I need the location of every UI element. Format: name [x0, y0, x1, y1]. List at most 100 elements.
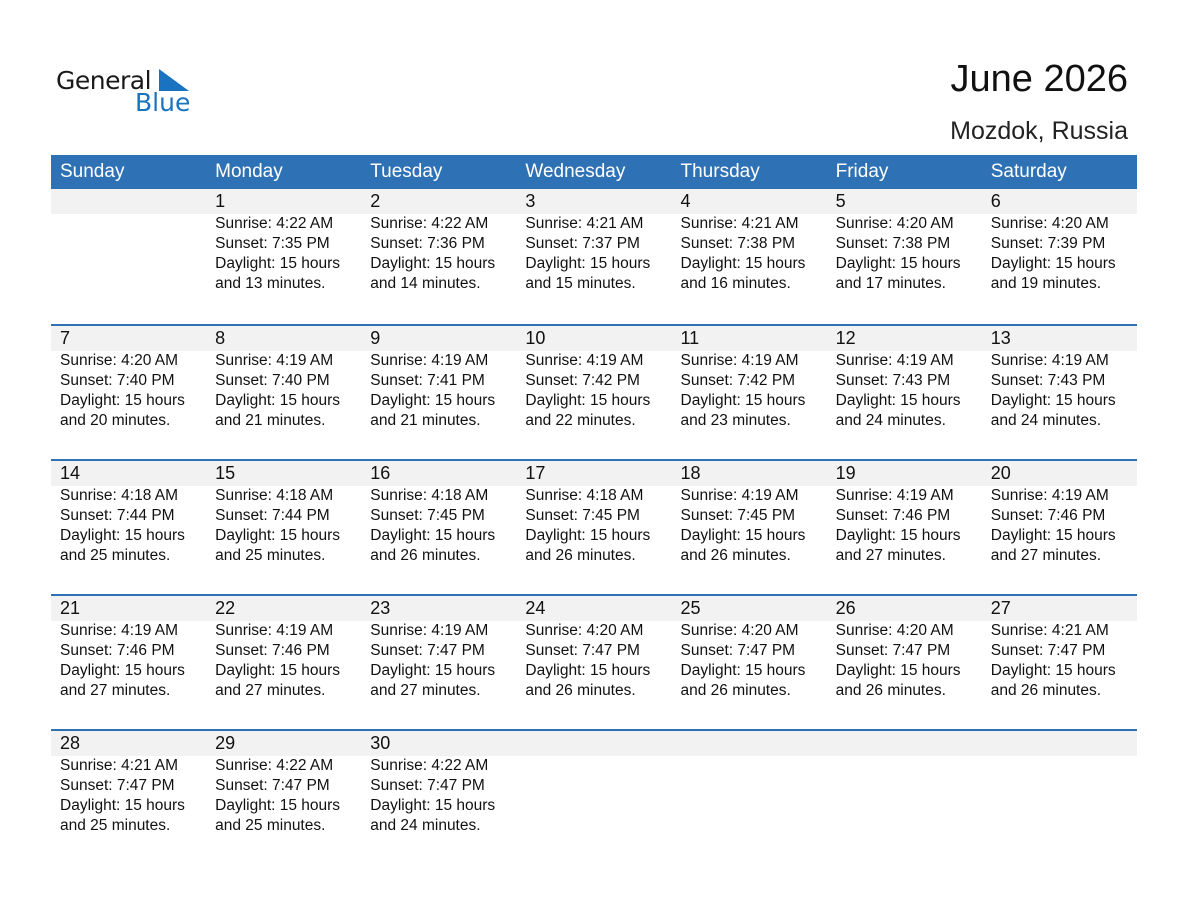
- sunset-text: Sunset: 7:35 PM: [215, 235, 330, 252]
- daylight-text: Daylight: 15 hours: [835, 392, 961, 409]
- weekday-saturday: Saturday: [990, 161, 1067, 182]
- daylight-text: Daylight: 15 hours: [215, 392, 341, 409]
- day-cell: 8 Sunrise: 4:19 AM Sunset: 7:40 PM Daylight…: [206, 326, 361, 459]
- sunset-text: Sunset: 7:44 PM: [60, 507, 175, 524]
- sunrise-text: Sunrise: 4:19 AM: [215, 352, 334, 369]
- daylight-minutes-text: and 22 minutes.: [525, 412, 636, 429]
- date-band: [51, 731, 1137, 756]
- sunset-text: Sunset: 7:47 PM: [60, 777, 175, 794]
- daylight-minutes-text: and 25 minutes.: [215, 547, 326, 564]
- daylight-text: Daylight: 15 hours: [370, 797, 496, 814]
- sunrise-text: Sunrise: 4:19 AM: [370, 622, 489, 639]
- week-row: 28 Sunrise: 4:21 AM Sunset: 7:47 PM Dayligh…: [51, 729, 1137, 864]
- daylight-minutes-text: and 14 minutes.: [370, 275, 481, 292]
- day-cell: 13 Sunrise: 4:19 AM Sunset: 7:43 PM Dayligh…: [982, 326, 1137, 459]
- daylight-text: Daylight: 15 hours: [990, 662, 1116, 679]
- day-number: 21: [60, 598, 81, 618]
- logo-text-general: General: [56, 66, 152, 95]
- day-number: 3: [525, 191, 536, 211]
- daylight-minutes-text: and 21 minutes.: [370, 412, 481, 429]
- daylight-text: Daylight: 15 hours: [370, 392, 496, 409]
- day-cell: 3 Sunrise: 4:21 AM Sunset: 7:37 PM Daylight…: [516, 189, 671, 324]
- daylight-text: Daylight: 15 hours: [835, 527, 961, 544]
- daylight-text: Daylight: 15 hours: [990, 392, 1116, 409]
- daylight-minutes-text: and 26 minutes.: [990, 682, 1102, 699]
- daylight-text: Daylight: 15 hours: [370, 255, 496, 272]
- week-row: 14 Sunrise: 4:18 AM Sunset: 7:44 PM Dayligh…: [51, 459, 1137, 594]
- daylight-minutes-text: and 27 minutes.: [835, 547, 946, 564]
- empty-cell: [982, 731, 1137, 864]
- weekday-header: Sunday Monday Tuesday Wednesday Thursday Frid…: [51, 155, 1137, 189]
- sunset-text: Sunset: 7:47 PM: [370, 642, 485, 659]
- sunrise-text: Sunrise: 4:19 AM: [990, 487, 1109, 504]
- daylight-text: Daylight: 15 hours: [990, 527, 1116, 544]
- date-band: [51, 461, 1137, 486]
- daylight-minutes-text: and 24 minutes.: [835, 412, 946, 429]
- sunrise-text: Sunrise: 4:21 AM: [680, 215, 799, 232]
- day-cell: 29 Sunrise: 4:22 AM Sunset: 7:47 PM Dayligh…: [206, 731, 361, 864]
- generalblue-logo: General Blue: [56, 66, 196, 118]
- daylight-text: Daylight: 15 hours: [215, 527, 341, 544]
- day-number: 20: [990, 463, 1011, 483]
- sunrise-text: Sunrise: 4:18 AM: [370, 487, 489, 504]
- day-cell: 7 Sunrise: 4:20 AM Sunset: 7:40 PM Daylight…: [51, 326, 206, 459]
- daylight-text: Daylight: 15 hours: [680, 527, 806, 544]
- empty-cell: [672, 731, 827, 864]
- daylight-text: Daylight: 15 hours: [215, 662, 341, 679]
- week-row: 7 Sunrise: 4:20 AM Sunset: 7:40 PM Daylight…: [51, 324, 1137, 459]
- daylight-text: Daylight: 15 hours: [60, 662, 185, 679]
- sunrise-text: Sunrise: 4:21 AM: [60, 757, 179, 774]
- sunset-text: Sunset: 7:46 PM: [835, 507, 951, 524]
- daylight-minutes-text: and 19 minutes.: [990, 275, 1102, 292]
- daylight-text: Daylight: 15 hours: [525, 255, 651, 272]
- sunset-text: Sunset: 7:47 PM: [990, 642, 1106, 659]
- daylight-text: Daylight: 15 hours: [60, 392, 185, 409]
- day-number: 26: [835, 598, 856, 618]
- daylight-minutes-text: and 24 minutes.: [370, 817, 481, 834]
- sunset-text: Sunset: 7:45 PM: [370, 507, 485, 524]
- sunset-text: Sunset: 7:39 PM: [990, 235, 1106, 252]
- day-cell: 4 Sunrise: 4:21 AM Sunset: 7:38 PM Daylight…: [672, 189, 827, 324]
- day-number: 4: [680, 191, 691, 211]
- day-cell: 12 Sunrise: 4:19 AM Sunset: 7:43 PM Dayligh…: [827, 326, 982, 459]
- day-number: 9: [370, 328, 381, 348]
- day-number: 19: [835, 463, 856, 483]
- week-row: 1 Sunrise: 4:22 AM Sunset: 7:35 PM Daylight…: [51, 189, 1137, 324]
- day-cell: 22 Sunrise: 4:19 AM Sunset: 7:46 PM Dayligh…: [206, 596, 361, 729]
- day-cell: 1 Sunrise: 4:22 AM Sunset: 7:35 PM Daylight…: [206, 189, 361, 324]
- day-number: 23: [370, 598, 391, 618]
- daylight-minutes-text: and 26 minutes.: [680, 682, 791, 699]
- day-number: 27: [990, 598, 1011, 618]
- daylight-minutes-text: and 25 minutes.: [215, 817, 326, 834]
- sunrise-text: Sunrise: 4:21 AM: [990, 622, 1109, 639]
- day-cell: 6 Sunrise: 4:20 AM Sunset: 7:39 PM Daylight…: [982, 189, 1137, 324]
- daylight-minutes-text: and 26 minutes.: [835, 682, 946, 699]
- day-number: 25: [680, 598, 701, 618]
- sunrise-text: Sunrise: 4:19 AM: [680, 487, 799, 504]
- sunrise-text: Sunrise: 4:20 AM: [680, 622, 799, 639]
- day-number: 18: [680, 463, 701, 483]
- daylight-minutes-text: and 26 minutes.: [525, 547, 636, 564]
- empty-cell: [827, 731, 982, 864]
- day-number: 12: [835, 328, 856, 348]
- daylight-minutes-text: and 15 minutes.: [525, 275, 636, 292]
- day-cell: 18 Sunrise: 4:19 AM Sunset: 7:45 PM Dayligh…: [672, 461, 827, 594]
- sunrise-text: Sunrise: 4:18 AM: [60, 487, 179, 504]
- day-cell: 16 Sunrise: 4:18 AM Sunset: 7:45 PM Dayligh…: [361, 461, 516, 594]
- daylight-text: Daylight: 15 hours: [680, 662, 806, 679]
- daylight-minutes-text: and 26 minutes.: [525, 682, 636, 699]
- sunset-text: Sunset: 7:47 PM: [215, 777, 330, 794]
- day-number: 10: [525, 328, 546, 348]
- day-cell: 30 Sunrise: 4:22 AM Sunset: 7:47 PM Dayligh…: [361, 731, 516, 864]
- day-cell: 9 Sunrise: 4:19 AM Sunset: 7:41 PM Daylight…: [361, 326, 516, 459]
- day-cell: 23 Sunrise: 4:19 AM Sunset: 7:47 PM Dayligh…: [361, 596, 516, 729]
- weekday-tuesday: Tuesday: [370, 161, 443, 182]
- day-number: 13: [990, 328, 1011, 348]
- sunrise-text: Sunrise: 4:22 AM: [215, 757, 334, 774]
- day-cell: 11 Sunrise: 4:19 AM Sunset: 7:42 PM Dayligh…: [672, 326, 827, 459]
- daylight-minutes-text: and 13 minutes.: [215, 275, 326, 292]
- sunrise-text: Sunrise: 4:20 AM: [990, 215, 1109, 232]
- day-number: 28: [60, 733, 81, 753]
- day-cell: 20 Sunrise: 4:19 AM Sunset: 7:46 PM Dayligh…: [982, 461, 1137, 594]
- daylight-minutes-text: and 25 minutes.: [60, 817, 171, 834]
